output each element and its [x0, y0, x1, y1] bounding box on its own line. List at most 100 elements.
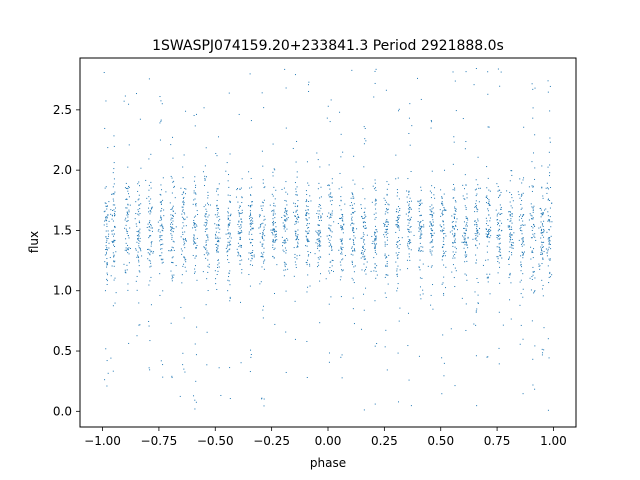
data-point	[329, 216, 331, 218]
data-point	[364, 269, 366, 271]
data-point	[511, 197, 513, 199]
data-point	[374, 239, 376, 241]
data-point	[148, 158, 150, 160]
data-point	[115, 251, 117, 253]
data-point	[170, 209, 172, 211]
data-point	[227, 259, 229, 261]
data-point	[501, 213, 503, 215]
data-point	[125, 182, 127, 184]
data-point	[129, 247, 131, 249]
data-point	[183, 225, 185, 227]
data-point	[452, 255, 454, 257]
data-point	[237, 242, 239, 244]
data-point	[328, 217, 330, 219]
data-point	[421, 226, 423, 228]
data-point	[439, 224, 441, 226]
data-point	[422, 250, 424, 252]
data-point	[182, 233, 184, 235]
data-point	[315, 242, 317, 244]
data-point	[496, 246, 498, 248]
data-point	[431, 265, 433, 267]
data-point	[318, 244, 320, 246]
data-point	[125, 238, 127, 240]
data-point	[181, 216, 183, 218]
data-point	[376, 229, 378, 231]
data-point	[498, 229, 500, 231]
data-point	[478, 233, 480, 235]
data-point	[511, 254, 513, 256]
data-point	[112, 220, 114, 222]
data-point	[135, 248, 137, 250]
data-point	[548, 258, 550, 260]
data-point	[541, 186, 543, 188]
data-point	[375, 189, 377, 191]
data-point	[112, 229, 114, 231]
data-point	[443, 276, 445, 278]
data-point	[196, 245, 198, 246]
data-point	[111, 214, 113, 216]
data-point	[262, 253, 264, 255]
data-point	[248, 252, 250, 254]
data-point	[477, 218, 479, 220]
data-point	[195, 193, 197, 195]
data-point	[184, 231, 186, 233]
data-point	[172, 276, 174, 278]
data-point	[450, 328, 452, 330]
data-point	[261, 245, 263, 247]
data-point	[418, 210, 420, 212]
data-point	[500, 208, 502, 210]
data-point	[434, 187, 436, 189]
data-point	[148, 284, 150, 286]
data-point	[330, 216, 332, 218]
data-point	[286, 237, 288, 239]
data-point	[249, 187, 251, 189]
data-point	[261, 150, 263, 152]
data-point	[549, 85, 551, 87]
data-point	[111, 241, 113, 243]
data-point	[171, 250, 173, 252]
data-point	[216, 216, 218, 218]
data-point	[385, 228, 387, 230]
data-point	[273, 211, 275, 213]
data-point	[172, 223, 174, 225]
data-point	[496, 215, 498, 217]
data-point	[374, 82, 376, 84]
data-point	[374, 266, 376, 268]
data-point	[217, 241, 219, 243]
data-point	[320, 196, 322, 198]
y-axis-label: flux	[27, 231, 41, 253]
data-point	[464, 244, 466, 246]
data-point	[307, 251, 309, 253]
data-point	[465, 230, 467, 232]
data-point	[475, 200, 477, 202]
data-point	[547, 199, 549, 201]
data-point	[431, 254, 433, 256]
data-point	[320, 245, 322, 247]
data-point	[148, 222, 150, 224]
data-point	[486, 234, 488, 236]
data-point	[261, 223, 263, 225]
data-point	[544, 209, 546, 211]
data-point	[431, 246, 433, 248]
data-point	[373, 247, 375, 249]
data-point	[341, 238, 343, 240]
data-point	[184, 371, 186, 373]
data-point	[272, 223, 274, 225]
data-point	[519, 228, 521, 230]
data-point	[388, 183, 390, 185]
data-point	[465, 256, 467, 258]
data-point	[194, 242, 196, 244]
data-point	[237, 231, 239, 233]
data-point	[430, 241, 432, 243]
data-point	[430, 213, 432, 215]
data-point	[500, 206, 502, 208]
data-point	[454, 286, 456, 288]
data-point	[531, 185, 533, 187]
data-point	[183, 241, 185, 243]
data-point	[445, 235, 447, 237]
data-point	[214, 214, 216, 216]
data-point	[207, 252, 209, 254]
data-point	[285, 87, 287, 89]
data-point	[465, 329, 467, 331]
data-point	[397, 265, 399, 267]
